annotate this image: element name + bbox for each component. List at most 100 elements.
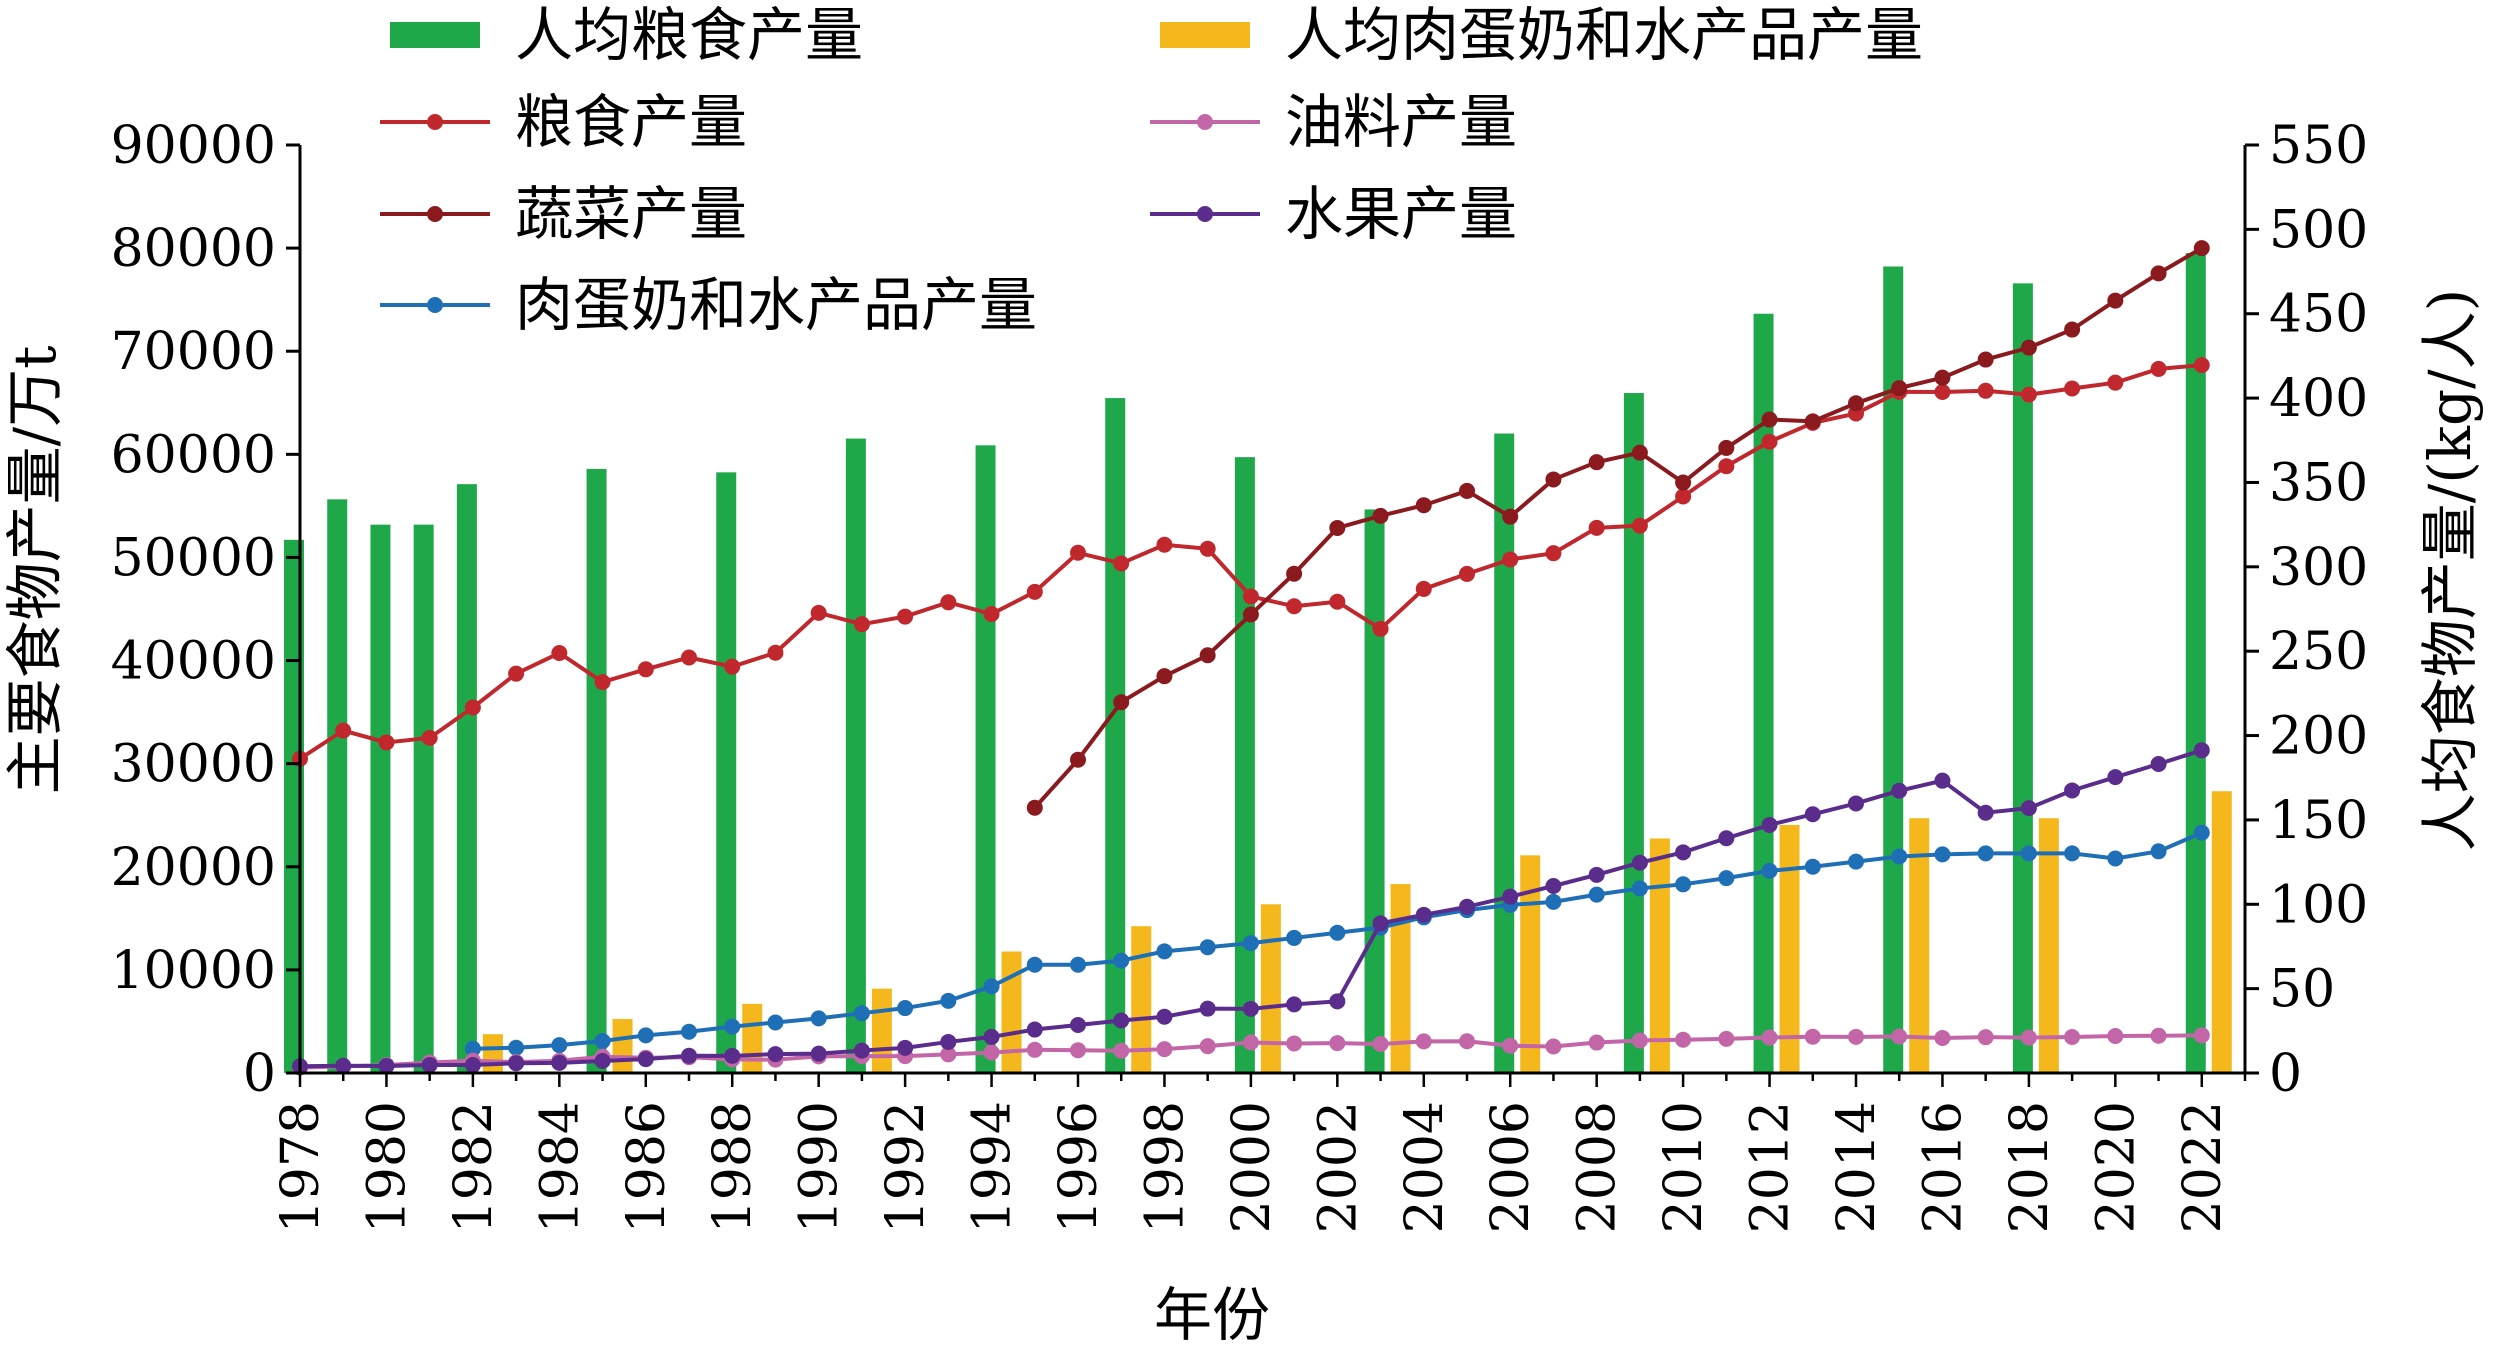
point-oilseed-2008 [1588,1034,1605,1051]
point-fruit-1986 [637,1051,654,1068]
point-grain-1982 [464,699,481,716]
x-tick-label: 2002 [1308,1101,1368,1233]
point-oilseed-1996 [1070,1042,1086,1059]
point-vegetable-2019 [2064,321,2081,338]
point-meat-egg-milk-aquatic-1986 [637,1027,654,1044]
bar-grain-per-capita-1982 [456,484,477,1073]
point-fruit-1981 [421,1056,438,1073]
point-fruit-2008 [1588,866,1605,883]
point-meat-egg-milk-aquatic-1989 [767,1014,784,1031]
point-fruit-1988 [724,1047,741,1064]
x-tick-label: 1996 [1049,1101,1109,1233]
point-oilseed-2022 [2193,1027,2210,1044]
point-grain-1989 [767,644,784,661]
point-grain-1996 [1070,544,1086,561]
point-grain-1986 [637,661,654,678]
point-meat-egg-milk-aquatic-1995 [1026,956,1043,973]
point-oilseed-2015 [1891,1028,1908,1045]
legend-item-0: 人均粮食产量 [390,1,863,69]
point-meat-egg-milk-aquatic-1991 [853,1005,870,1022]
point-vegetable-1996 [1070,751,1086,768]
point-grain-1988 [724,658,741,675]
bar-meat-per-capita-1991 [871,988,892,1073]
bar-grain-per-capita-2022 [2185,252,2206,1073]
lines-layer [292,240,2210,1076]
point-meat-egg-milk-aquatic-2007 [1545,893,1562,910]
point-fruit-1996 [1070,1017,1086,1034]
x-tick-label: 2016 [1913,1101,1973,1233]
point-vegetable-2013 [1804,413,1821,430]
point-oilseed-2018 [2020,1029,2037,1046]
point-grain-2009 [1631,517,1648,534]
legend-swatch-marker [427,297,443,313]
point-fruit-2017 [1977,804,1994,821]
x-tick-label: 1978 [271,1101,331,1233]
point-vegetable-1995 [1026,799,1043,816]
point-vegetable-2010 [1675,474,1692,491]
x-tick-label: 2004 [1395,1101,1455,1233]
point-fruit-1983 [508,1055,525,1072]
bar-grain-per-capita-1994 [975,445,996,1073]
bar-meat-per-capita-2000 [1260,904,1281,1073]
point-meat-egg-milk-aquatic-2009 [1631,880,1648,897]
y-left-tick-label: 30000 [111,735,276,795]
point-grain-1981 [421,729,438,746]
y-right-tick-label: 50 [2269,960,2335,1020]
x-tick-label: 2000 [1222,1101,1282,1233]
bar-meat-per-capita-2009 [1649,838,1670,1073]
point-grain-1979 [335,722,352,739]
point-grain-1987 [681,649,697,666]
point-vegetable-2016 [1934,369,1951,386]
point-fruit-2013 [1804,806,1821,823]
y-right-tick-label: 300 [2269,538,2368,598]
point-grain-2001 [1286,598,1303,615]
legend-item-6: 肉蛋奶和水产品产量 [380,271,1037,339]
point-meat-egg-milk-aquatic-1999 [1199,939,1216,956]
point-vegetable-2012 [1761,411,1778,428]
point-grain-1980 [378,734,395,751]
y-left-axis-title: 主要食物产量/万t [1,346,69,795]
x-tick-label: 1988 [703,1101,763,1233]
bar-meat-per-capita-1985 [612,1019,633,1073]
point-oilseed-2017 [1977,1029,1994,1046]
bar-meat-per-capita-1988 [742,1003,763,1073]
legend-swatch-marker [427,206,443,222]
point-grain-1984 [551,645,568,662]
bar-meat-per-capita-2006 [1520,855,1541,1073]
point-fruit-2003 [1372,915,1389,932]
point-grain-2008 [1588,519,1605,536]
y-right-tick-label: 550 [2269,116,2368,176]
point-meat-egg-milk-aquatic-2000 [1242,935,1259,952]
point-grain-2022 [2193,357,2210,374]
point-meat-egg-milk-aquatic-1988 [724,1018,741,1035]
point-vegetable-2008 [1588,454,1605,471]
point-grain-1992 [897,608,914,625]
bar-grain-per-capita-1988 [716,472,737,1073]
point-oilseed-2021 [2150,1027,2167,1044]
point-meat-egg-milk-aquatic-2022 [2193,824,2210,841]
point-vegetable-2011 [1718,439,1735,456]
x-tick-label: 2022 [2173,1101,2233,1233]
point-vegetable-2004 [1415,497,1432,514]
legend-label: 水果产量 [1285,180,1517,248]
legend-swatch-bar [1160,22,1250,48]
y-right-tick-label: 500 [2269,200,2368,260]
point-fruit-2010 [1675,844,1692,861]
point-oilseed-2009 [1631,1032,1648,1049]
point-grain-1985 [594,674,611,691]
bar-meat-per-capita-2018 [2038,818,2059,1073]
bar-meat-per-capita-1994 [1001,951,1022,1073]
point-grain-2021 [2150,360,2167,377]
point-vegetable-1999 [1199,647,1216,664]
bar-grain-per-capita-2009 [1623,393,1644,1074]
point-fruit-1984 [551,1054,568,1071]
point-grain-2007 [1545,545,1562,562]
bar-grain-per-capita-2006 [1494,433,1515,1073]
point-grain-2016 [1934,384,1951,401]
point-grain-2012 [1761,433,1778,450]
point-vegetable-2001 [1286,565,1303,582]
x-tick-label: 2006 [1481,1101,1541,1233]
point-grain-2000 [1242,588,1259,605]
point-vegetable-2006 [1502,508,1519,525]
